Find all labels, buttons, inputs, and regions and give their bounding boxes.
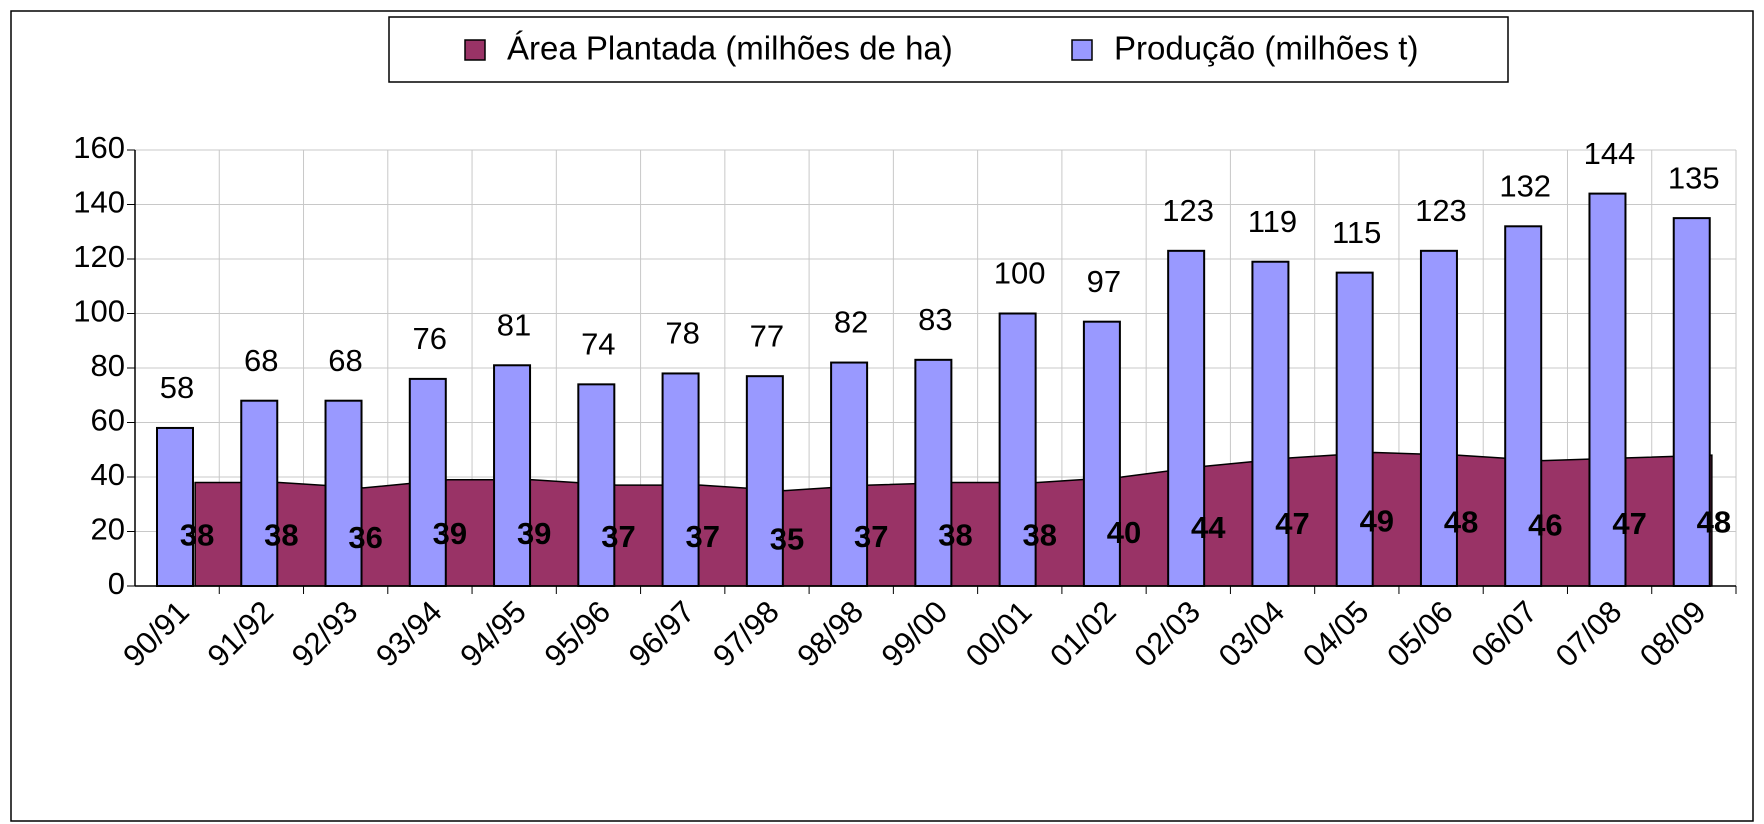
bar-value-label: 68 [244,343,278,378]
y-tick-label: 0 [108,566,125,601]
bar [661,372,700,588]
bar [1419,249,1458,587]
bar [156,426,194,588]
area-value-label: 48 [1444,505,1478,540]
bar-value-label: 82 [834,305,868,340]
bar-value-label: 144 [1584,136,1636,171]
frame [10,10,1754,822]
bar-value-label: 132 [1499,168,1551,203]
y-tick-label: 140 [73,185,125,220]
y-tick-label: 120 [73,239,125,274]
bar-value-label: 115 [1332,215,1381,250]
bar [1588,192,1627,587]
bar [1335,271,1374,587]
area-value-label: 49 [1360,503,1394,538]
bar-value-label: 123 [1162,193,1214,228]
legend-label: Produção (milhões t) [1114,30,1418,67]
bar [324,399,363,588]
bar [998,312,1037,587]
area-value-label: 38 [264,518,298,553]
y-tick-label: 20 [91,512,125,547]
bar-value-label: 119 [1248,204,1297,239]
bar-value-label: 77 [750,318,784,353]
area-value-label: 44 [1191,510,1226,545]
bar [1167,249,1206,587]
bar [1504,225,1543,588]
area [194,451,1713,587]
bar [240,399,279,588]
bar-value-label: 123 [1415,193,1467,228]
bar-value-label: 78 [665,316,699,351]
bar-value-label: 97 [1087,264,1121,299]
area-value-label: 36 [348,520,382,555]
bar-value-label: 100 [994,256,1046,291]
bar-value-label: 58 [160,370,194,405]
area-value-label: 38 [1023,518,1057,553]
y-tick-label: 160 [73,130,125,165]
area-value-label: 40 [1107,515,1141,550]
area-value-label: 37 [601,519,635,554]
area-value-label: 47 [1612,506,1646,541]
bar [493,364,532,587]
legend-swatch [464,39,486,61]
bar [1672,217,1711,587]
legend-swatch [1071,39,1093,61]
bar [408,377,447,587]
bar-value-label: 83 [918,302,952,337]
bar [914,358,953,588]
area-value-label: 38 [180,518,214,553]
area-value-label: 48 [1697,505,1731,540]
area-value-label: 35 [770,521,804,556]
y-tick-label: 80 [91,348,125,383]
area-value-label: 39 [517,516,551,551]
area-value-label: 37 [685,519,719,554]
bar-value-label: 81 [497,307,531,342]
area-value-label: 46 [1528,507,1562,542]
bar-value-label: 68 [328,343,362,378]
legend-label: Área Plantada (milhões de ha) [507,30,953,67]
bar [830,361,869,587]
bar [1082,320,1121,587]
area-value-label: 39 [433,516,467,551]
y-tick-label: 40 [91,457,125,492]
bar-value-label: 135 [1668,160,1720,195]
y-tick-label: 60 [91,403,125,438]
bar-value-label: 74 [581,327,615,362]
y-tick-label: 100 [73,294,125,329]
bar-value-label: 76 [413,321,447,356]
bar [1251,260,1290,587]
legend-box [388,16,1509,83]
area-value-label: 37 [854,519,888,554]
area-value-label: 47 [1275,506,1309,541]
bar [577,383,616,587]
area-value-label: 38 [938,518,972,553]
